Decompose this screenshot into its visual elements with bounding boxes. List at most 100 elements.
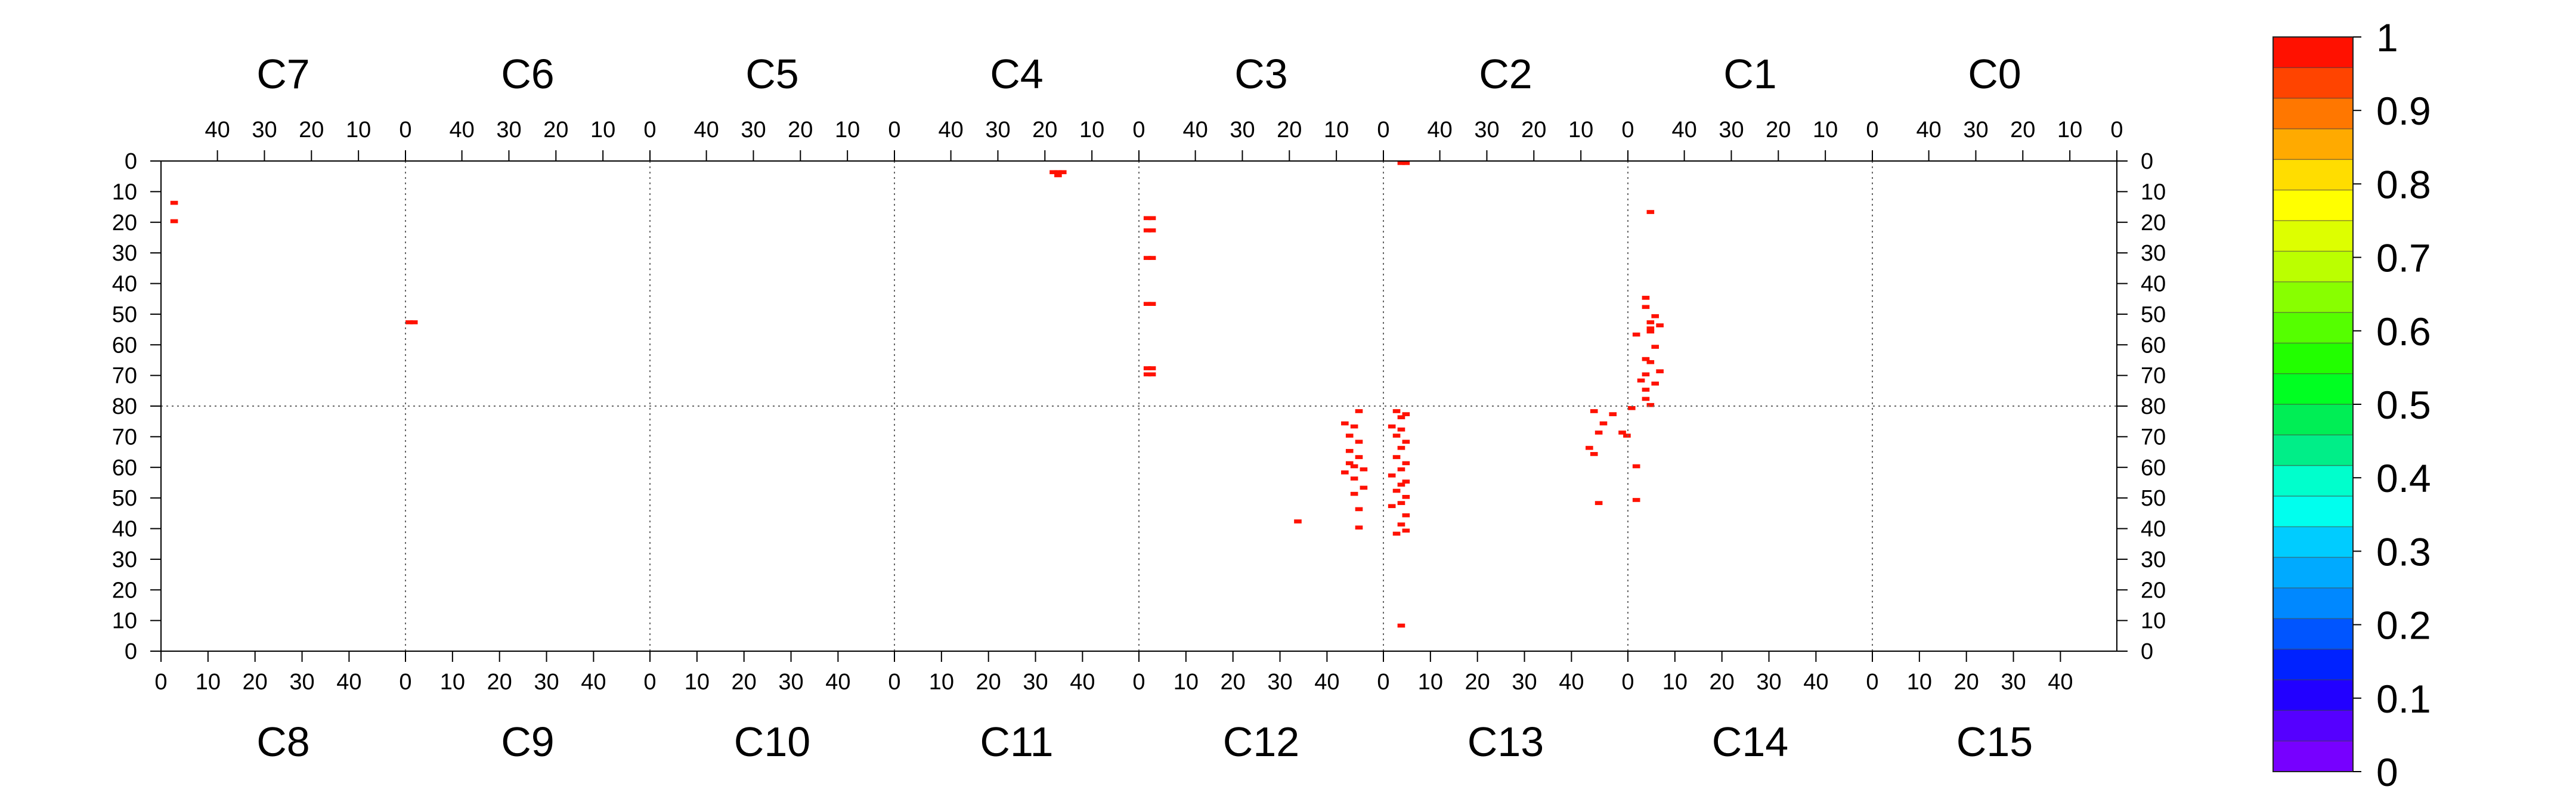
- colorbar-swatch: [2273, 98, 2353, 129]
- colorbar-swatch: [2273, 129, 2353, 160]
- hit-cell: [1049, 170, 1057, 175]
- hit-cell: [1642, 397, 1650, 401]
- right-row-tick-label: 40: [2141, 272, 2166, 297]
- top-col-tick-label: 40: [1671, 117, 1696, 143]
- hit-cell: [1341, 470, 1349, 475]
- hit-cell: [1397, 522, 1405, 527]
- hit-cell: [1642, 388, 1650, 392]
- bottom-col-tick-label: 0: [888, 670, 900, 695]
- left-row-tick-label: 50: [112, 486, 137, 511]
- bottom-col-tick-label: 30: [1267, 670, 1292, 695]
- hit-cell: [1345, 434, 1354, 438]
- colorbar-swatch: [2273, 557, 2353, 589]
- top-col-tick-label: 20: [788, 117, 813, 143]
- colorbar-tick-label: 1: [2376, 16, 2398, 60]
- bottom-chip-label: C15: [1956, 719, 2033, 765]
- hit-cell: [1609, 412, 1617, 416]
- colorbar-tick-label: 0.2: [2376, 603, 2431, 648]
- hit-cell: [1148, 256, 1156, 260]
- left-row-tick-label: 70: [112, 425, 137, 450]
- bottom-col-tick-label: 10: [440, 670, 465, 695]
- top-col-tick-label: 0: [1866, 117, 1878, 143]
- top-col-tick-label: 40: [1182, 117, 1208, 143]
- hit-cell: [1148, 372, 1156, 377]
- hit-cell: [1646, 210, 1655, 214]
- right-row-tick-label: 10: [2141, 179, 2166, 205]
- right-row-tick-label: 50: [2141, 302, 2166, 327]
- right-row-tick-label: 0: [2141, 639, 2153, 664]
- top-chip-label: C7: [256, 51, 309, 97]
- hit-cell: [1642, 357, 1650, 361]
- left-row-tick-label: 0: [125, 639, 137, 664]
- bottom-col-tick-label: 40: [1314, 670, 1339, 695]
- right-row-tick-label: 10: [2141, 609, 2166, 634]
- colorbar-tick-label: 0.1: [2376, 677, 2431, 721]
- colorbar-swatch: [2273, 67, 2353, 99]
- top-chip-label: C1: [1723, 51, 1776, 97]
- colorbar-swatch: [2273, 465, 2353, 497]
- left-row-tick-label: 10: [112, 179, 137, 205]
- colorbar-swatch: [2273, 221, 2353, 252]
- colorbar-swatch: [2273, 281, 2353, 313]
- bottom-col-tick-label: 30: [778, 670, 803, 695]
- hit-cell: [1355, 439, 1363, 444]
- hit-cell: [1646, 326, 1655, 331]
- top-col-tick-label: 0: [1621, 117, 1634, 143]
- right-row-tick-label: 80: [2141, 394, 2166, 419]
- hit-cell: [1148, 366, 1156, 370]
- colorbar-tick-label: 0: [2376, 750, 2398, 794]
- top-col-tick-label: 40: [693, 117, 719, 143]
- colorbar-swatch: [2273, 496, 2353, 527]
- top-col-tick-label: 30: [1963, 117, 1988, 143]
- top-chip-label: C4: [990, 51, 1043, 97]
- bottom-col-tick-label: 40: [581, 670, 606, 695]
- colorbar-swatch: [2273, 404, 2353, 435]
- bottom-col-tick-label: 40: [336, 670, 361, 695]
- bottom-col-tick-label: 0: [1866, 670, 1878, 695]
- top-chip-label: C3: [1234, 51, 1287, 97]
- hit-cell: [1355, 507, 1363, 512]
- bottom-col-tick-label: 20: [487, 670, 512, 695]
- left-row-tick-label: 60: [112, 333, 137, 358]
- hit-cell: [1392, 434, 1401, 438]
- bottom-col-tick-label: 20: [243, 670, 268, 695]
- hit-cell: [1656, 323, 1664, 327]
- colorbar-tick-label: 0.8: [2376, 162, 2431, 206]
- left-row-tick-label: 20: [112, 210, 137, 236]
- right-row-tick-label: 0: [2141, 149, 2153, 174]
- bottom-col-tick-label: 10: [929, 670, 954, 695]
- hit-cell: [1642, 296, 1650, 300]
- right-row-tick-label: 20: [2141, 578, 2166, 603]
- hit-cell: [1388, 424, 1396, 429]
- right-row-tick-label: 60: [2141, 333, 2166, 358]
- hit-cell: [1632, 498, 1640, 502]
- colorbar-swatch: [2273, 710, 2353, 742]
- bottom-chip-label: C14: [1712, 719, 1788, 765]
- bottom-col-tick-label: 0: [1377, 670, 1389, 695]
- top-col-tick-label: 30: [496, 117, 521, 143]
- hit-cell: [1402, 513, 1410, 518]
- top-col-tick-label: 0: [1132, 117, 1145, 143]
- hit-cell: [1397, 482, 1405, 487]
- hit-cell: [1397, 501, 1405, 505]
- hit-cell: [1402, 461, 1410, 466]
- hit-cell: [1350, 424, 1358, 429]
- hit-cell: [1646, 402, 1655, 407]
- bottom-col-tick-label: 30: [1512, 670, 1537, 695]
- chip-grid-lines: [161, 161, 2117, 651]
- hit-cell: [1637, 378, 1645, 383]
- bottom-col-tick-label: 0: [399, 670, 411, 695]
- bottom-col-tick-label: 0: [1621, 670, 1634, 695]
- top-col-tick-label: 20: [1277, 117, 1302, 143]
- hit-cell: [1586, 445, 1593, 450]
- top-chip-label: C2: [1479, 51, 1532, 97]
- hit-cell: [1646, 329, 1655, 334]
- hit-cell: [1355, 409, 1363, 413]
- chip-labels: C7 C6 C5 C4 C3 C2 C1 C0 C8 C9 C10 C11 C12 C13 C14 C15: [256, 51, 2033, 765]
- colorbar: 0 0.1 0.2 0.3 0.4 0.5 0.6 0.7 0.8 0.9 1: [2272, 16, 2431, 794]
- top-col-tick-label: 20: [299, 117, 324, 143]
- hit-cell: [1350, 476, 1358, 481]
- colorbar-swatch: [2273, 527, 2353, 558]
- hit-cell: [1388, 504, 1396, 509]
